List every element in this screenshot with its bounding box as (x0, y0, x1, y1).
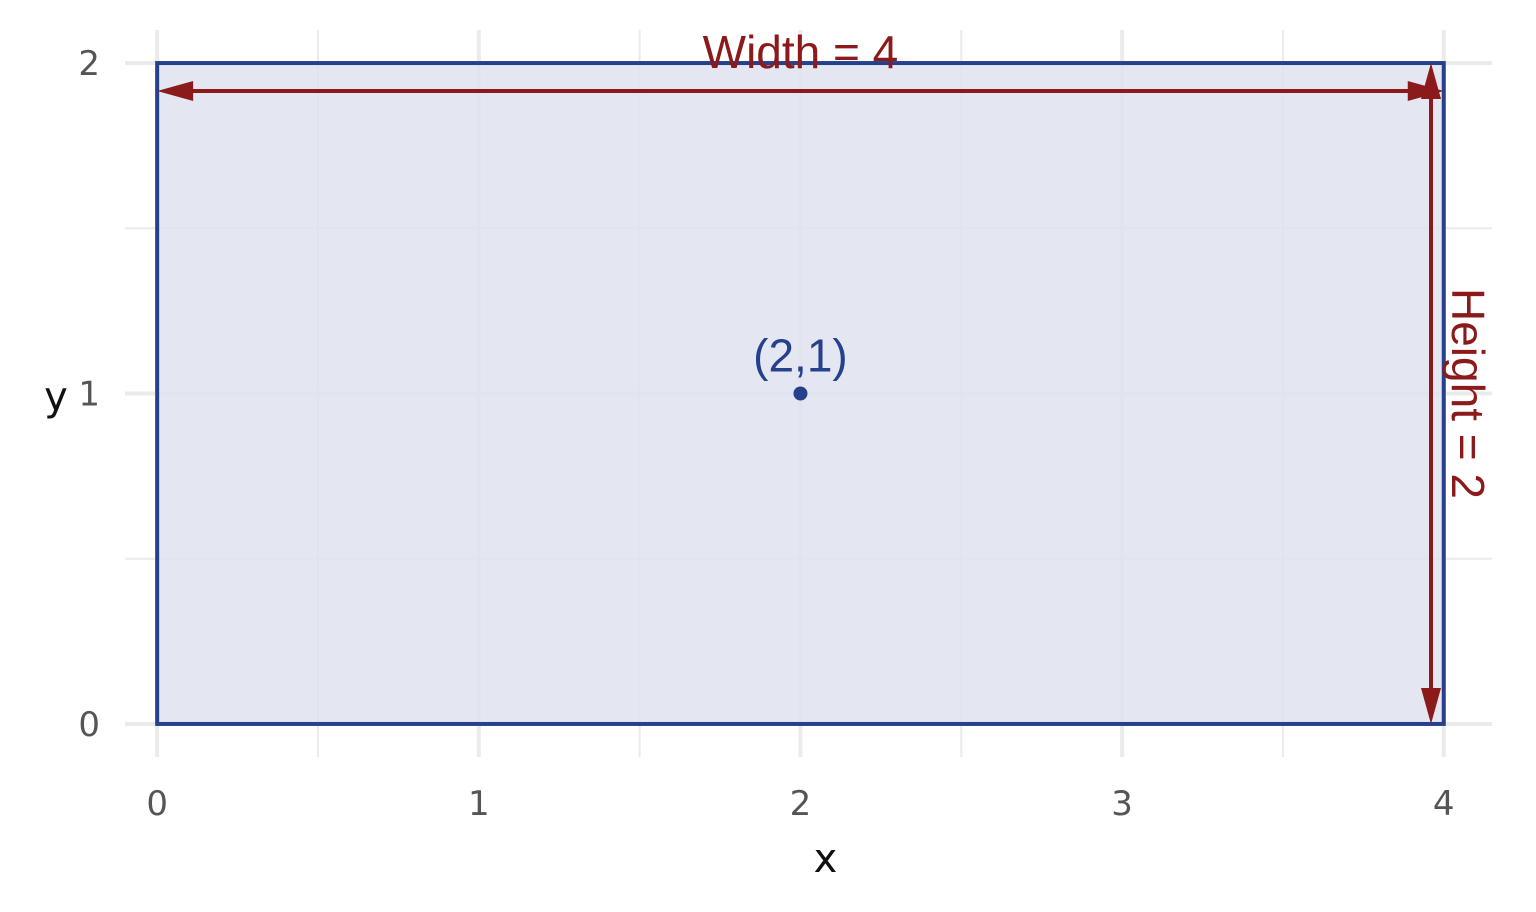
width-arrow-head-left (157, 81, 194, 101)
width-label: Width = 4 (703, 26, 899, 78)
x-tick-label: 3 (1111, 784, 1133, 824)
center-point (793, 386, 808, 401)
x-tick-labels: 0 1 2 3 4 (146, 784, 1454, 824)
y-tick-labels: 0 1 2 (78, 44, 100, 745)
y-tick-label: 0 (78, 705, 100, 745)
x-tick-label: 1 (468, 784, 490, 824)
x-tick-label: 4 (1433, 784, 1455, 824)
height-label: Height = 2 (1442, 288, 1494, 499)
height-arrow-head-top (1421, 63, 1441, 100)
y-axis-label: y (44, 374, 68, 420)
y-tick-label: 1 (78, 375, 100, 415)
height-arrow-head-bottom (1421, 687, 1441, 724)
x-tick-label: 2 (790, 784, 812, 824)
height-arrow (1421, 63, 1441, 724)
y-tick-label: 2 (78, 44, 100, 84)
center-point-label: (2,1) (753, 330, 848, 382)
x-tick-label: 0 (146, 784, 168, 824)
points: (2,1) (753, 330, 848, 401)
x-axis-label: x (814, 836, 838, 882)
